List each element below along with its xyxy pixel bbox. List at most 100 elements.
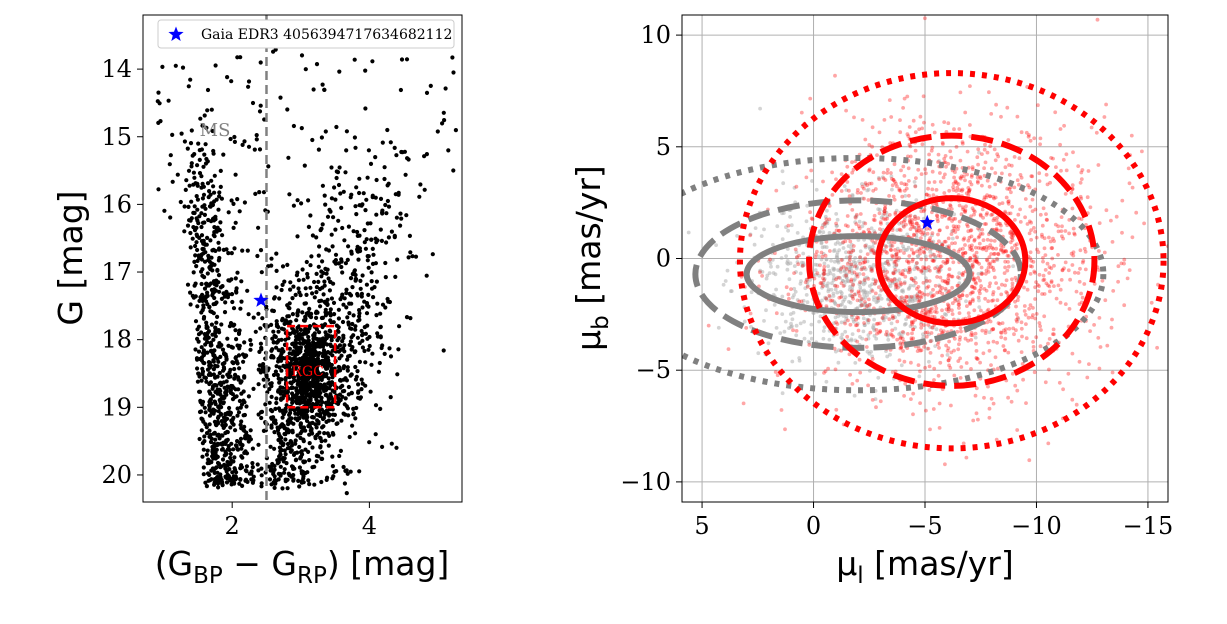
- pm-target-point: [937, 401, 942, 406]
- pm-target-point: [956, 300, 961, 304]
- pm-target-point: [1024, 130, 1029, 135]
- pm-target-point: [996, 366, 1000, 371]
- pm-target-point: [946, 278, 951, 283]
- pm-reference-point: [915, 296, 919, 301]
- pm-reference-point: [923, 233, 927, 238]
- pm-reference-point: [686, 230, 691, 235]
- cmd-point: [349, 192, 354, 197]
- pm-target-point: [996, 251, 1000, 256]
- cmd-point: [278, 464, 283, 469]
- pm-target-point: [927, 279, 932, 283]
- pm-target-point: [1142, 221, 1146, 226]
- pm-target-point: [947, 244, 951, 249]
- pm-reference-point: [831, 268, 836, 272]
- pm-target-point: [972, 212, 976, 217]
- cmd-point: [340, 319, 346, 325]
- cmd-point: [211, 394, 216, 399]
- pm-reference-point: [946, 307, 951, 312]
- cmd-point: [202, 152, 207, 157]
- cmd-point: [271, 372, 277, 378]
- pm-target-point: [863, 259, 868, 264]
- pm-target-point: [940, 308, 944, 313]
- cmd-point: [201, 184, 206, 189]
- pm-target-point: [937, 239, 941, 244]
- pm-target-point: [902, 188, 907, 193]
- cmd-point: [216, 240, 221, 245]
- pm-target-point: [890, 279, 895, 283]
- pm-reference-point: [950, 236, 955, 241]
- cmd-point: [282, 448, 287, 453]
- cmd-point: [336, 182, 342, 188]
- cmd-point: [378, 406, 383, 411]
- pm-target-point: [1061, 157, 1066, 162]
- cmd-point: [239, 299, 244, 304]
- pm-target-point: [894, 285, 898, 289]
- pm-reference-point: [872, 298, 876, 302]
- pm-target-point: [901, 269, 905, 273]
- pm-reference-point: [850, 288, 855, 292]
- pm-target-point: [855, 315, 859, 320]
- pm-reference-point: [854, 214, 859, 219]
- cmd-point: [229, 277, 234, 282]
- cmd-point: [219, 322, 224, 327]
- pm-target-point: [850, 382, 855, 386]
- cmd-point: [193, 243, 198, 249]
- pm-reference-point: [859, 302, 864, 307]
- pm-target-point: [972, 259, 977, 263]
- pm-reference-point: [860, 257, 865, 262]
- pm-target-point: [928, 254, 933, 258]
- pm-reference-point: [816, 254, 821, 259]
- pm-reference-point: [850, 194, 855, 198]
- cmd-point: [281, 327, 286, 332]
- pm-target-point: [947, 356, 952, 360]
- pm-target-point: [1024, 279, 1029, 284]
- cmd-point: [342, 238, 347, 243]
- pm-target-point: [999, 247, 1004, 252]
- pm-target-point: [916, 216, 921, 221]
- cmd-point: [339, 205, 344, 210]
- cmd-point: [288, 361, 293, 366]
- pm-target-point: [984, 257, 989, 262]
- pm-reference-point: [840, 278, 845, 283]
- pm-target-point: [969, 214, 973, 219]
- pm-target-point: [908, 268, 912, 272]
- legend-label: Gaia EDR3 4056394717634682112: [201, 27, 452, 43]
- pm-target-point: [839, 281, 844, 286]
- pm-reference-point: [752, 242, 757, 247]
- pm-target-point: [873, 281, 877, 286]
- cmd-point: [306, 198, 311, 203]
- pm-target-point: [955, 235, 959, 240]
- pm-target-point: [992, 252, 996, 256]
- cmd-point: [275, 372, 280, 378]
- pm-target-point: [851, 244, 856, 248]
- cmd-point: [282, 470, 287, 475]
- pm-reference-point: [957, 271, 962, 275]
- pm-reference-point: [899, 334, 904, 339]
- pm-target-point: [1056, 253, 1060, 257]
- pm-target-point: [832, 346, 837, 351]
- pm-target-point: [944, 343, 948, 348]
- cmd-point: [334, 175, 339, 181]
- pm-target-point: [970, 290, 974, 295]
- cmd-point: [300, 392, 305, 397]
- pm-reference-point: [894, 208, 899, 213]
- pm-target-point: [992, 216, 997, 221]
- cmd-point: [337, 165, 342, 170]
- pm-target-point: [847, 250, 851, 255]
- cmd-point: [314, 285, 319, 290]
- pm-target-point: [1010, 284, 1015, 289]
- pm-reference-point: [848, 264, 852, 269]
- pm-target-point: [919, 348, 924, 353]
- cmd-point: [242, 139, 247, 144]
- cmd-point: [208, 372, 214, 377]
- pm-reference-point: [912, 267, 917, 272]
- pm-target-point: [887, 98, 892, 102]
- pm-reference-point: [824, 257, 829, 262]
- cmd-point: [280, 282, 285, 287]
- pm-reference-point: [801, 298, 806, 303]
- cmd-point: [360, 381, 365, 386]
- cmd-point: [339, 294, 344, 300]
- pm-target-point: [1096, 336, 1101, 340]
- pm-target-point: [940, 315, 944, 319]
